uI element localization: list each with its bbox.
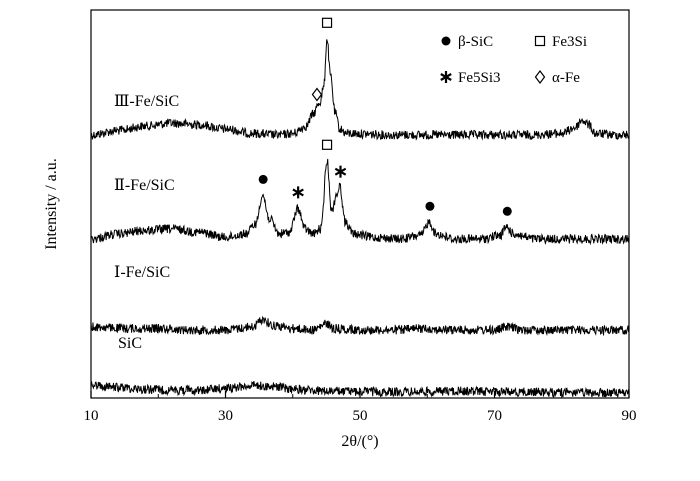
legend-symbol-star-stroke: [440, 73, 452, 81]
legend-label: β-SiC: [458, 34, 493, 50]
x-tick-label: 90: [622, 408, 637, 424]
series-label: Ⅱ-Fe/SiC: [114, 177, 175, 194]
peak-marker-star: [292, 186, 304, 199]
peak-marker-circle: [425, 201, 435, 211]
series-line: [90, 315, 630, 337]
x-axis-label: 2θ/(°): [341, 433, 378, 450]
peak-marker-star-stroke: [292, 188, 304, 197]
x-tick-label: 30: [218, 408, 233, 424]
legend-symbol-star: [440, 71, 452, 83]
series-label: Ⅰ-Fe/SiC: [114, 264, 170, 281]
y-axis-label: Intensity / a.u.: [43, 158, 60, 250]
x-tick-label: 10: [84, 408, 99, 424]
legend-label: Fe3Si: [552, 34, 587, 50]
x-tick-label: 70: [487, 408, 502, 424]
legend-label: α-Fe: [552, 70, 580, 86]
peak-marker-square: [321, 139, 333, 150]
legend: β-SiC Fe3Si Fe5Si3 α-Fe: [440, 34, 587, 86]
series-line: [90, 39, 630, 141]
markers-layer: [258, 17, 512, 216]
series-label: Ⅲ-Fe/SiC: [114, 93, 179, 110]
peak-marker-square: [321, 17, 333, 28]
x-ticks: 10 30 50 70 90: [84, 391, 637, 424]
x-tick-label: 50: [353, 408, 368, 424]
legend-symbol-diamond: [534, 70, 546, 84]
peak-marker-star-stroke: [334, 167, 347, 176]
legend-symbol-square: [534, 35, 546, 47]
legend-label: Fe5Si3: [458, 70, 501, 86]
peak-marker-circle: [502, 206, 512, 216]
plot-frame: [90, 9, 630, 399]
series-line: [90, 381, 630, 398]
legend-symbol-circle: [441, 36, 451, 46]
peak-marker-star: [334, 165, 347, 178]
series-line: [90, 158, 630, 246]
peak-marker-circle: [258, 174, 268, 184]
series-layer: Ⅲ-Fe/SiC Ⅱ-Fe/SiC Ⅰ-Fe/SiC SiC: [90, 39, 630, 398]
series-label: SiC: [118, 335, 142, 352]
peak-marker-diamond: [311, 87, 323, 102]
